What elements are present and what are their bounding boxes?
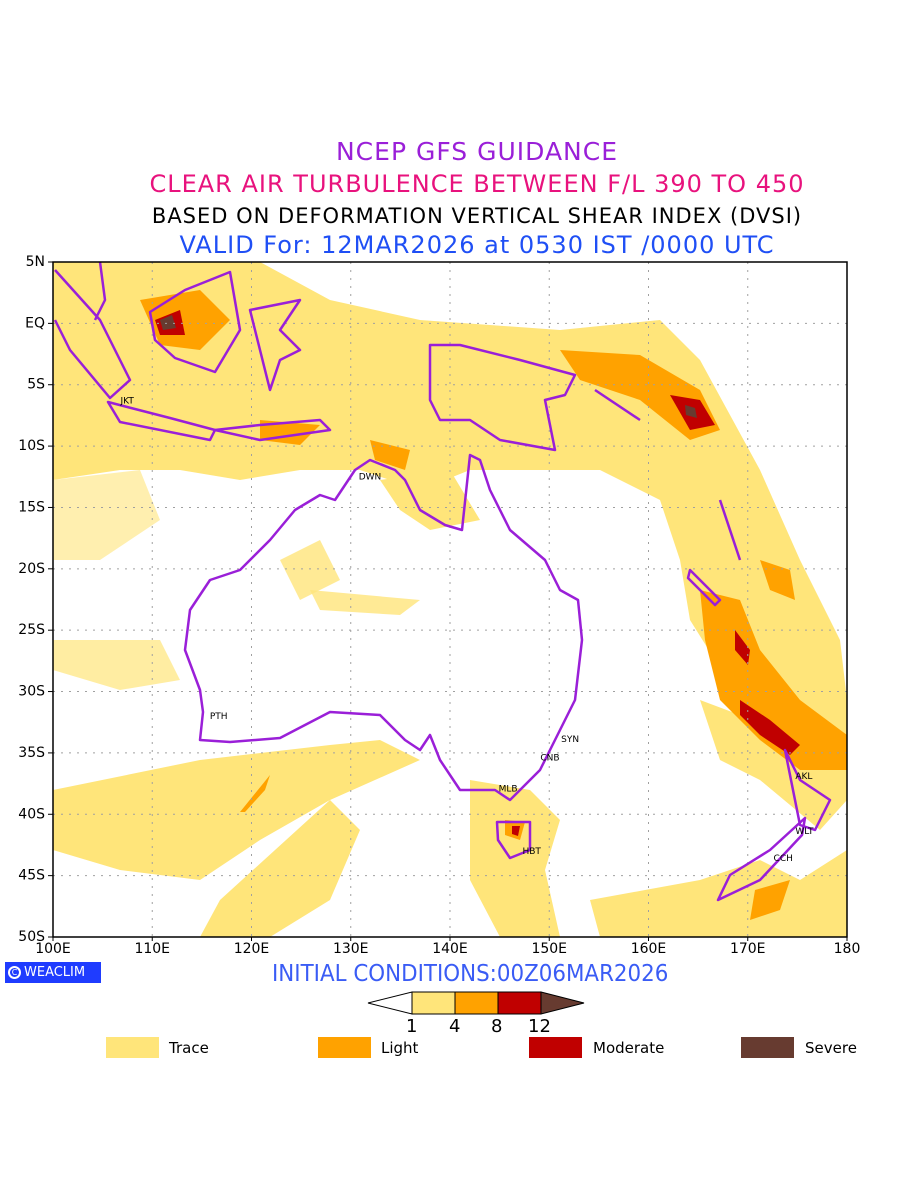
legend-swatch-light xyxy=(318,1037,371,1058)
coast-australia xyxy=(183,453,584,802)
lat-label: 40S xyxy=(18,806,45,822)
coast-tasmania xyxy=(495,820,532,860)
coast-borneo xyxy=(148,270,242,374)
city-label-cnb: CNB xyxy=(540,754,559,764)
lon-label: 130E xyxy=(333,941,369,957)
axis-ticks: 100E 110E 120E 130E 140E 150E 160E 170E 180 5N EQ 5… xyxy=(18,254,860,957)
lat-label: 25S xyxy=(18,622,45,638)
city-label-hbt: HBT xyxy=(522,847,541,857)
lon-label: 150E xyxy=(531,941,567,957)
coast-nz-north xyxy=(783,748,832,832)
weaclim-logo: C WEACLIM xyxy=(5,962,101,983)
logo-text: WEACLIM xyxy=(24,965,86,980)
city-label-jkt: JKT xyxy=(119,396,134,406)
legend-label-severe: Severe xyxy=(805,1039,857,1057)
lat-label: EQ xyxy=(25,315,45,331)
city-label-dwn: DWN xyxy=(359,473,382,483)
title-product: NCEP GFS GUIDANCE xyxy=(335,137,618,166)
colorbar-tick: 1 xyxy=(406,1016,418,1037)
legend-swatch-moderate xyxy=(529,1037,582,1058)
lat-label: 5S xyxy=(27,377,45,393)
colorbar-light xyxy=(454,991,499,1015)
title-parameter: CLEAR AIR TURBULENCE BETWEEN F/L 390 TO … xyxy=(149,170,805,198)
title-method: BASED ON DEFORMATION VERTICAL SHEAR INDE… xyxy=(151,204,803,228)
colorbar-under xyxy=(367,991,413,1015)
coast-new-caledonia xyxy=(686,568,722,607)
coast-new-guinea xyxy=(428,343,577,452)
lat-label: 15S xyxy=(18,499,45,515)
initial-conditions: INITIAL CONDITIONS:00Z06MAR2026 xyxy=(272,961,669,987)
lat-label: 5N xyxy=(26,254,45,270)
colorbar-tick: 8 xyxy=(491,1016,503,1037)
legend-label-light: Light xyxy=(381,1039,419,1057)
lon-label: 180 xyxy=(834,941,861,957)
lon-label: 100E xyxy=(35,941,71,957)
colorbar-severe xyxy=(540,991,585,1015)
coast-java xyxy=(106,400,217,442)
colorbar-tick: 4 xyxy=(449,1016,461,1037)
city-label-akl: AKL xyxy=(795,772,812,782)
colorbar-tick: 12 xyxy=(528,1016,551,1037)
lon-label: 110E xyxy=(134,941,170,957)
colorbar xyxy=(367,991,585,1015)
coast-vanuatu xyxy=(718,499,742,561)
coast-malaya xyxy=(93,262,107,321)
coast-solomon xyxy=(594,388,641,422)
legend-swatch-trace xyxy=(106,1037,159,1058)
city-label-wlt: WLT xyxy=(795,827,814,837)
graticule xyxy=(53,262,847,937)
lon-label: 170E xyxy=(730,941,766,957)
lat-label: 35S xyxy=(18,745,45,761)
coast-sulawesi xyxy=(248,298,302,392)
lon-label: 120E xyxy=(234,941,270,957)
lat-label: 45S xyxy=(18,868,45,884)
city-label-cch: CCH xyxy=(774,854,793,864)
lat-label: 30S xyxy=(18,684,45,700)
copyright-icon: C xyxy=(8,966,21,979)
colorbar-trace xyxy=(411,991,456,1015)
coast-sumatra xyxy=(53,269,132,400)
title-valid-time: VALID For: 12MAR2026 at 0530 IST /0000 U… xyxy=(179,231,775,259)
turbulence-field xyxy=(53,262,847,937)
city-label-pth: PTH xyxy=(210,712,228,722)
city-label-mlb: MLB xyxy=(499,784,518,794)
lon-label: 160E xyxy=(631,941,667,957)
legend-label-trace: Trace xyxy=(169,1039,209,1057)
city-label-syn: SYN xyxy=(561,735,579,745)
coast-nz-south xyxy=(716,816,807,902)
lat-label: 10S xyxy=(18,438,45,454)
colorbar-moderate xyxy=(497,991,542,1015)
legend-swatch-severe xyxy=(741,1037,794,1058)
coastlines xyxy=(53,262,832,902)
legend-label-moderate: Moderate xyxy=(593,1039,665,1057)
lat-label: 20S xyxy=(18,561,45,577)
lat-label: 50S xyxy=(18,929,45,945)
coast-lesser-sunda xyxy=(213,418,332,442)
severe-areas xyxy=(160,315,697,418)
lon-label: 140E xyxy=(432,941,468,957)
turbulence-map: 100E 110E 120E 130E 140E 150E 160E 170E 180 5N EQ 5… xyxy=(18,254,860,957)
